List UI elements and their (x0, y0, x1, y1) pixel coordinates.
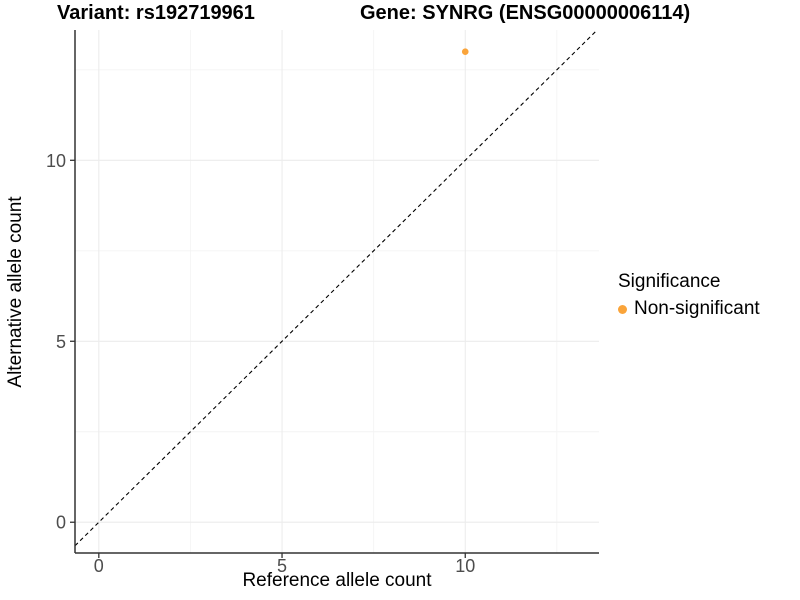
x-tick-label: 5 (277, 556, 287, 576)
legend-title: Significance (618, 271, 721, 292)
data-point (461, 48, 469, 56)
identity-line (74, 29, 598, 547)
x-tick-label: 10 (455, 556, 475, 576)
legend: Significance Non-significant (618, 271, 760, 320)
y-tick-label: 5 (56, 332, 66, 352)
plot-title-variant: Variant: rs192719961 (57, 2, 255, 24)
x-axis-title: Reference allele count (242, 570, 432, 591)
legend-item-label: Non-significant (634, 298, 760, 319)
plot-title-gene: Gene: SYNRG (ENSG00000006114) (360, 2, 691, 24)
x-tick-label: 0 (94, 556, 104, 576)
y-tick-label: 10 (46, 151, 66, 171)
y-tick-label: 0 (56, 513, 66, 533)
legend-key-dot-icon (618, 304, 627, 314)
legend-item-non-significant: Non-significant (618, 298, 760, 320)
